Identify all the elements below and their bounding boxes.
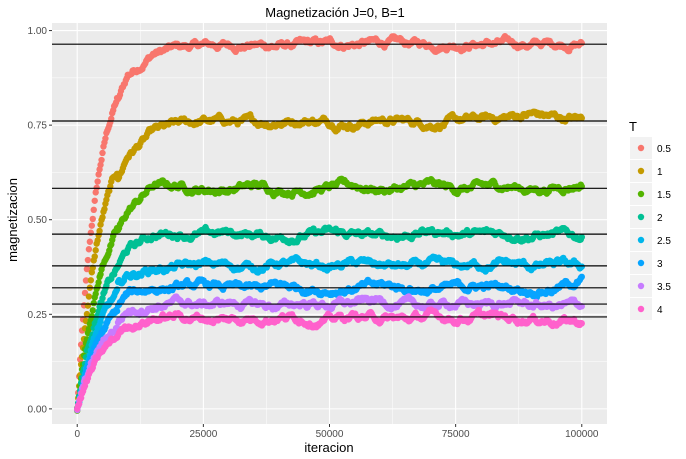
data-point	[89, 307, 96, 314]
legend-label: 2	[657, 213, 663, 224]
legend-label: 4	[657, 305, 663, 316]
data-point	[98, 156, 105, 164]
legend-marker	[637, 259, 645, 267]
data-point	[94, 178, 101, 185]
legend-title: T	[629, 119, 637, 134]
y-tick-label: 0.25	[28, 310, 48, 321]
data-point	[90, 299, 97, 307]
data-point	[578, 233, 585, 241]
x-tick-label: 100000	[565, 429, 599, 440]
y-tick-label: 0.75	[28, 121, 48, 132]
chart-title: Magnetización J=0, B=1	[265, 5, 404, 20]
data-point	[101, 205, 108, 213]
data-point	[102, 135, 109, 142]
data-point	[85, 293, 93, 300]
legend-marker	[637, 236, 645, 244]
series-1	[74, 108, 585, 412]
legend: T 0.5 1 1.5 2 2.5 3 3.5 4	[629, 119, 671, 320]
legend-item-1.5: 1.5	[630, 183, 671, 205]
data-point	[92, 290, 99, 298]
y-tick-label: 1.00	[28, 26, 48, 37]
data-point	[97, 161, 104, 169]
data-point	[88, 222, 96, 229]
legend-item-4: 4	[630, 298, 663, 320]
legend-marker	[637, 167, 645, 175]
x-axis-title: iteracion	[304, 440, 353, 455]
y-axis-title: magnetizacion	[5, 178, 20, 262]
x-axis: 0 25000 50000 75000 100000	[74, 424, 599, 440]
data-point	[91, 253, 98, 260]
data-point	[578, 273, 585, 281]
data-point	[94, 237, 101, 244]
legend-item-1: 1	[630, 160, 663, 182]
data-point	[578, 320, 585, 327]
data-point	[113, 307, 121, 315]
data-point	[95, 279, 102, 286]
legend-item-3: 3	[630, 252, 663, 274]
data-point	[578, 39, 585, 47]
y-axis: 0.00 0.25 0.50 0.75 1.00	[28, 26, 52, 415]
data-point	[87, 277, 95, 284]
data-point	[92, 247, 99, 254]
data-point	[99, 214, 106, 221]
data-point	[95, 171, 102, 178]
data-point	[97, 271, 104, 278]
legend-marker	[637, 190, 645, 198]
data-point	[85, 325, 93, 333]
legend-marker	[637, 305, 645, 313]
reference-lines	[52, 43, 607, 318]
data-point	[89, 215, 96, 223]
legend-label: 0.5	[657, 144, 671, 155]
data-point	[84, 256, 92, 264]
legend-label: 3	[657, 259, 663, 270]
data-point	[85, 246, 93, 253]
data-point	[99, 149, 106, 157]
data-point	[578, 114, 585, 122]
legend-marker	[637, 282, 645, 290]
legend-item-0.5: 0.5	[630, 137, 671, 159]
data-point	[87, 229, 95, 236]
series-4	[74, 306, 585, 412]
data-point	[82, 277, 90, 284]
legend-item-3.5: 3.5	[630, 275, 671, 297]
x-tick-label: 0	[74, 429, 80, 440]
y-tick-label: 0.50	[28, 215, 48, 226]
data-point	[90, 206, 97, 214]
data-point	[91, 197, 98, 204]
data-point	[83, 310, 91, 318]
legend-label: 1.5	[657, 190, 671, 201]
data-point	[84, 302, 92, 309]
legend-item-2: 2	[630, 206, 663, 228]
x-tick-label: 75000	[442, 429, 470, 440]
legend-marker	[637, 144, 645, 152]
legend-marker	[637, 213, 645, 221]
data-point	[88, 313, 96, 320]
legend-item-2.5: 2.5	[630, 229, 671, 251]
data-point	[578, 263, 585, 270]
data-point	[75, 400, 83, 408]
data-point	[96, 227, 103, 235]
y-tick-label: 0.00	[28, 404, 48, 415]
legend-label: 1	[657, 167, 663, 178]
data-point	[108, 115, 115, 122]
legend-label: 3.5	[657, 282, 671, 293]
x-tick-label: 50000	[316, 429, 344, 440]
data-point	[83, 265, 91, 273]
legend-label: 2.5	[657, 236, 671, 247]
x-tick-label: 25000	[189, 429, 217, 440]
data-point	[86, 238, 94, 245]
